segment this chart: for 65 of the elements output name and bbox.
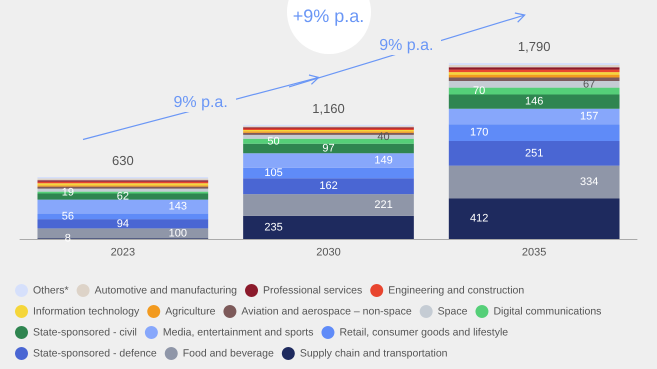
legend-label: Agriculture [165,306,216,318]
legend-label: Media, entertainment and sports [162,326,314,338]
bar [243,178,414,194]
bar [243,168,414,178]
data-label: 56 [62,210,74,222]
bar [448,166,620,198]
bar [243,216,414,239]
data-label: 157 [580,110,598,123]
bar [448,74,620,78]
data-label: 100 [168,227,188,240]
x-tick-label: 2023 [110,246,136,258]
bar [448,88,620,94]
data-label: 221 [374,199,393,212]
bar [448,94,620,109]
data-label: 143 [168,200,188,213]
bar [243,194,414,216]
bar [448,80,620,88]
annotation: 9% p.a. [166,94,236,112]
bar [448,70,620,72]
data-label: 251 [524,147,544,160]
bar [448,198,620,239]
legend-label: State-sponsored - civil [33,326,137,338]
bar [37,214,208,220]
total-label: 630 [112,153,134,168]
legend-label: Aviation and aerospace – non-space [241,306,412,318]
text: 9% p.a. [371,36,442,55]
legend-label: Space [438,306,468,318]
data-label: 50 [267,135,280,148]
legend-label: Digital communications [493,306,602,318]
x-tick-label: 2030 [316,246,341,258]
legend-label: Information technology [33,306,140,318]
data-label: 67 [583,78,596,90]
data-label: 334 [580,176,598,188]
legend-label: Food and beverage [182,348,274,360]
bar [448,108,620,124]
bar [448,72,620,75]
data-label: 412 [470,212,488,225]
data-label: 94 [116,218,129,230]
legend-label: Supply chain and transportation [300,348,448,360]
data-label: 146 [524,96,544,108]
x-tick-label: 2035 [522,246,546,258]
legend-label: Professional services [263,284,362,296]
data-label: 149 [374,154,393,167]
bar [243,144,414,154]
bar [243,153,414,168]
bar [448,67,620,70]
data-label: 70 [473,85,486,98]
data-label: 162 [319,180,338,192]
legend-label: Automotive and manufacturing [94,284,238,296]
bar [448,140,620,166]
legend-label: Others* [33,284,69,296]
total-label: 1,790 [518,38,550,54]
data-label: 235 [264,221,283,234]
bar [448,78,620,81]
data-label: 170 [470,126,488,139]
bar [37,219,208,228]
data-label: 97 [322,142,335,154]
legend-label: Retail, consumer goods and lifestyle [339,326,508,338]
data-label: 62 [116,190,129,203]
bar [448,124,620,141]
text: +9% p.a. [292,6,366,27]
legend-label: State-sponsored - defence [33,348,157,360]
legend-label: Engineering and construction [388,284,524,296]
total-label: 1,160 [312,100,345,116]
data-label: 105 [264,167,283,180]
